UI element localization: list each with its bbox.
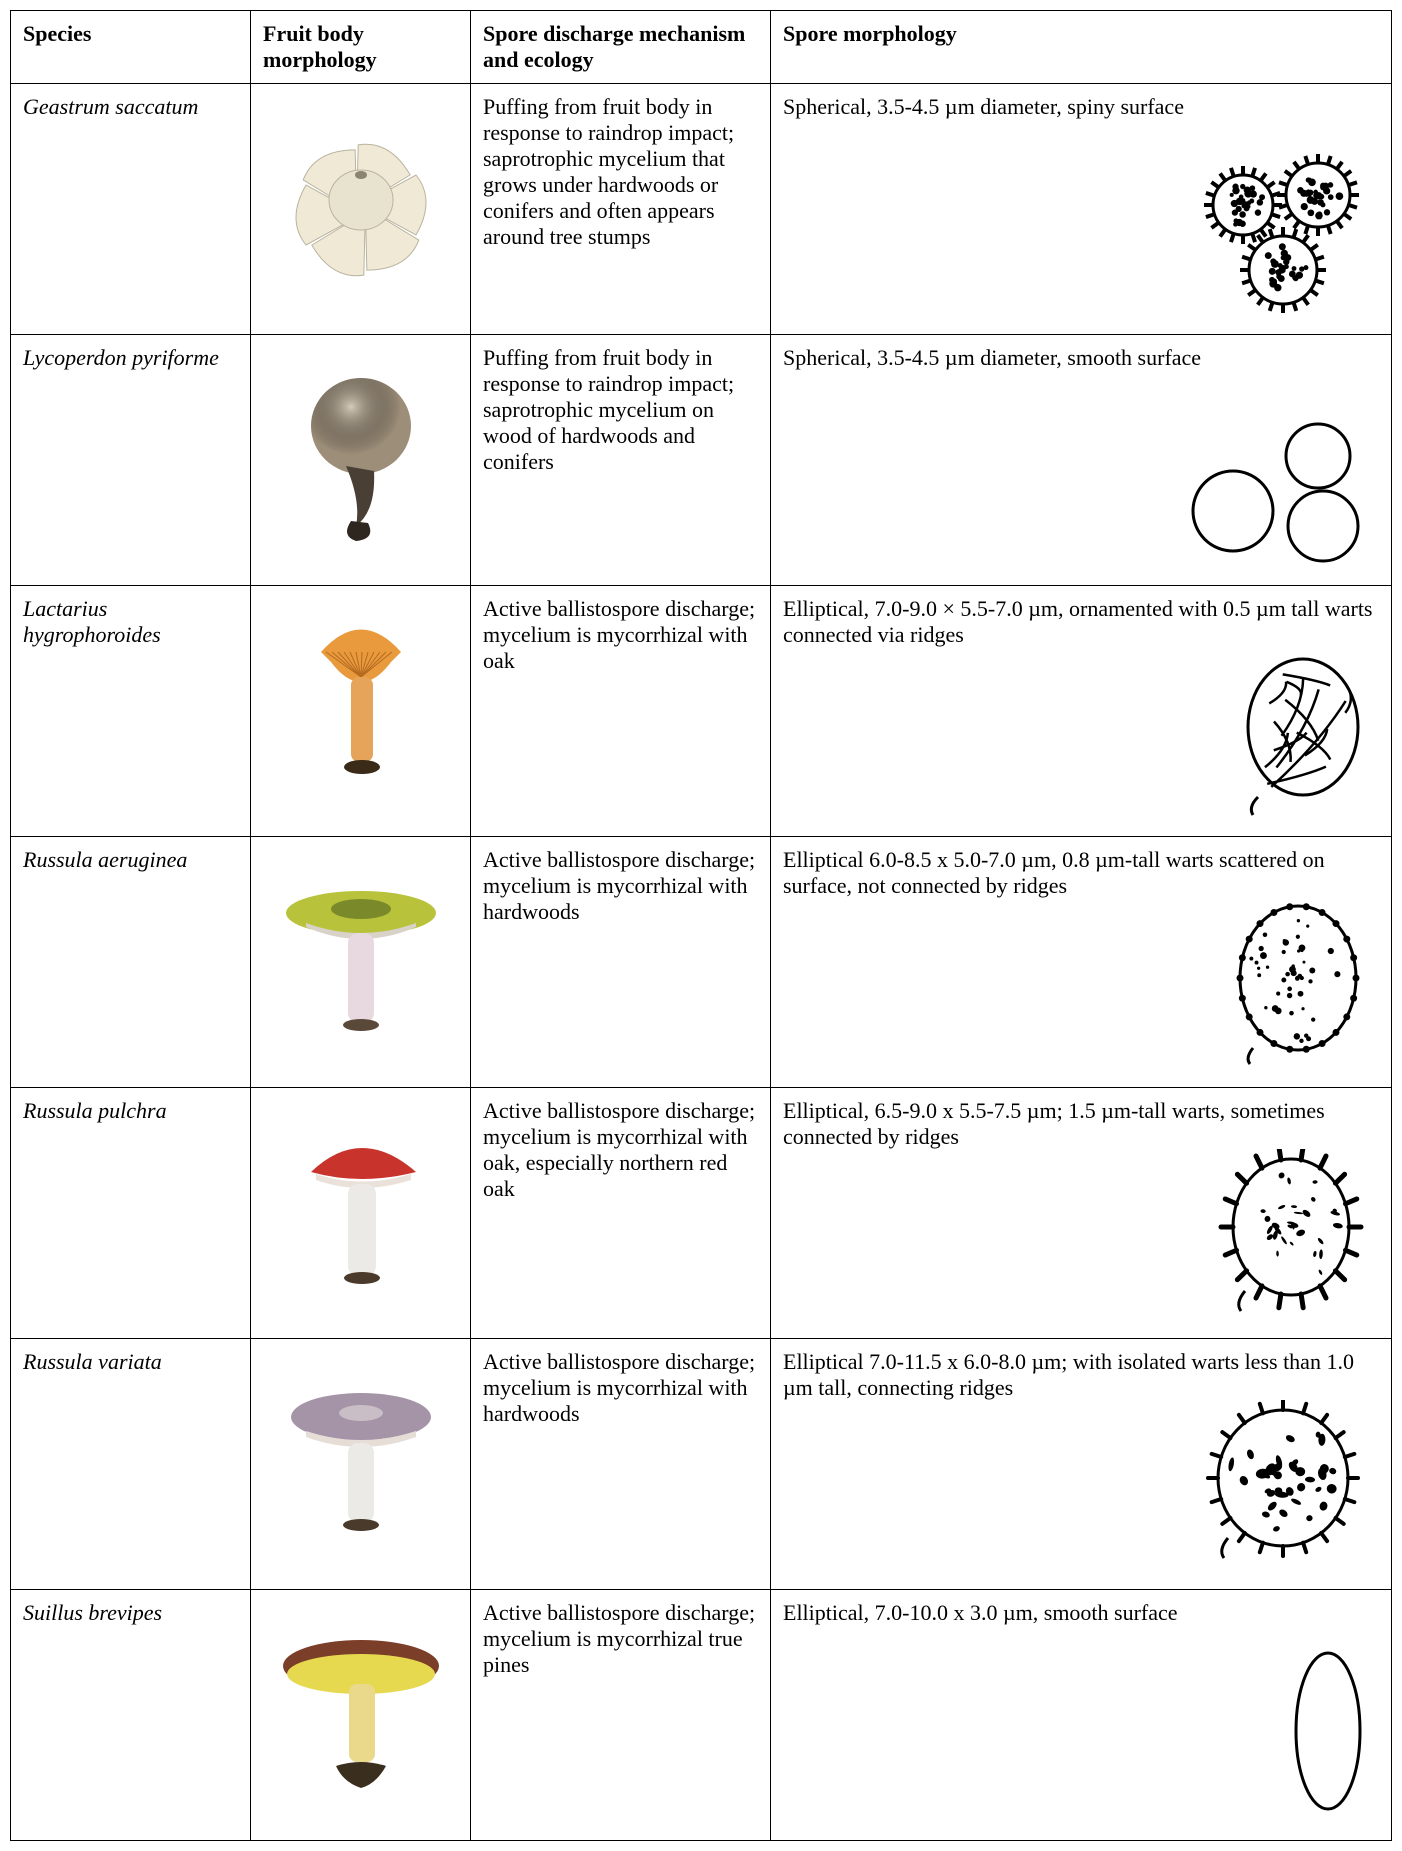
species-cell: Russula variata bbox=[11, 1339, 251, 1590]
species-name: Russula variata bbox=[23, 1349, 162, 1374]
fruitbody-cell bbox=[251, 1088, 471, 1339]
fruitbody-illustration bbox=[263, 1596, 458, 1812]
spore-illustration bbox=[1233, 652, 1383, 828]
mechanism-cell: Puffing from fruit body in response to r… bbox=[471, 335, 771, 586]
species-table: Species Fruit body morphology Spore disc… bbox=[10, 10, 1392, 1841]
header-species: Species bbox=[11, 11, 251, 84]
table-row: Russula aeruginea Active ballistospore d… bbox=[11, 837, 1392, 1088]
spore-text: Elliptical, 7.0-9.0 × 5.5-7.0 µm, orname… bbox=[783, 596, 1379, 648]
table-row: Suillus brevipes Active ballistospore di… bbox=[11, 1590, 1392, 1841]
table-row: Geastrum saccatum Puffing from fruit bod… bbox=[11, 84, 1392, 335]
spore-illustration bbox=[1213, 1149, 1383, 1330]
mechanism-cell: Active ballistospore discharge; mycelium… bbox=[471, 1590, 771, 1841]
spore-text: Elliptical 6.0-8.5 x 5.0-7.0 µm, 0.8 µm-… bbox=[783, 847, 1379, 899]
table-row: Lycoperdon pyriforme Puffing from fruit … bbox=[11, 335, 1392, 586]
spore-illustration bbox=[1223, 898, 1383, 1079]
spore-cell: Elliptical, 7.0-9.0 × 5.5-7.0 µm, orname… bbox=[771, 586, 1392, 837]
table-row: Lactarius hygrophoroides Active ballisto… bbox=[11, 586, 1392, 837]
fruitbody-cell bbox=[251, 1590, 471, 1841]
spore-illustration bbox=[1173, 401, 1383, 577]
mechanism-cell: Active ballistospore discharge; mycelium… bbox=[471, 837, 771, 1088]
species-cell: Russula aeruginea bbox=[11, 837, 251, 1088]
spore-cell: Elliptical 6.0-8.5 x 5.0-7.0 µm, 0.8 µm-… bbox=[771, 837, 1392, 1088]
header-spore: Spore morphology bbox=[771, 11, 1392, 84]
species-name: Geastrum saccatum bbox=[23, 94, 198, 119]
fruitbody-illustration bbox=[263, 341, 458, 557]
species-cell: Lactarius hygrophoroides bbox=[11, 586, 251, 837]
species-name: Suillus brevipes bbox=[23, 1600, 162, 1625]
spore-cell: Spherical, 3.5-4.5 µm diameter, smooth s… bbox=[771, 335, 1392, 586]
header-mechanism: Spore discharge mechanism and ecology bbox=[471, 11, 771, 84]
species-name: Lactarius hygrophoroides bbox=[23, 596, 161, 647]
mechanism-cell: Active ballistospore discharge; mycelium… bbox=[471, 1339, 771, 1590]
fruitbody-cell bbox=[251, 586, 471, 837]
spore-text: Elliptical, 7.0-10.0 x 3.0 µm, smooth su… bbox=[783, 1600, 1379, 1626]
spore-illustration bbox=[1283, 1641, 1383, 1832]
spore-text: Spherical, 3.5-4.5 µm diameter, spiny su… bbox=[783, 94, 1379, 120]
table-row: Russula pulchra Active ballistospore dis… bbox=[11, 1088, 1392, 1339]
fruitbody-illustration bbox=[263, 843, 458, 1059]
spore-illustration bbox=[1198, 1400, 1383, 1581]
mechanism-cell: Active ballistospore discharge; mycelium… bbox=[471, 1088, 771, 1339]
species-name: Russula pulchra bbox=[23, 1098, 167, 1123]
fruitbody-illustration bbox=[263, 1094, 458, 1310]
species-cell: Russula pulchra bbox=[11, 1088, 251, 1339]
fruitbody-illustration bbox=[263, 592, 458, 808]
fruitbody-cell bbox=[251, 84, 471, 335]
fruitbody-cell bbox=[251, 335, 471, 586]
header-row: Species Fruit body morphology Spore disc… bbox=[11, 11, 1392, 84]
spore-illustration bbox=[1173, 150, 1383, 326]
spore-text: Elliptical 7.0-11.5 x 6.0-8.0 µm; with i… bbox=[783, 1349, 1379, 1401]
spore-cell: Elliptical 7.0-11.5 x 6.0-8.0 µm; with i… bbox=[771, 1339, 1392, 1590]
mechanism-cell: Puffing from fruit body in response to r… bbox=[471, 84, 771, 335]
spore-cell: Elliptical, 6.5-9.0 x 5.5-7.5 µm; 1.5 µm… bbox=[771, 1088, 1392, 1339]
table-row: Russula variata Active ballistospore dis… bbox=[11, 1339, 1392, 1590]
species-name: Russula aeruginea bbox=[23, 847, 187, 872]
spore-cell: Spherical, 3.5-4.5 µm diameter, spiny su… bbox=[771, 84, 1392, 335]
fruitbody-illustration bbox=[263, 90, 458, 306]
spore-text: Elliptical, 6.5-9.0 x 5.5-7.5 µm; 1.5 µm… bbox=[783, 1098, 1379, 1150]
species-name: Lycoperdon pyriforme bbox=[23, 345, 219, 370]
header-fruitbody: Fruit body morphology bbox=[251, 11, 471, 84]
fruitbody-illustration bbox=[263, 1345, 458, 1561]
species-cell: Lycoperdon pyriforme bbox=[11, 335, 251, 586]
fruitbody-cell bbox=[251, 837, 471, 1088]
species-cell: Suillus brevipes bbox=[11, 1590, 251, 1841]
species-cell: Geastrum saccatum bbox=[11, 84, 251, 335]
spore-text: Spherical, 3.5-4.5 µm diameter, smooth s… bbox=[783, 345, 1379, 371]
fruitbody-cell bbox=[251, 1339, 471, 1590]
spore-cell: Elliptical, 7.0-10.0 x 3.0 µm, smooth su… bbox=[771, 1590, 1392, 1841]
mechanism-cell: Active ballistospore discharge; mycelium… bbox=[471, 586, 771, 837]
